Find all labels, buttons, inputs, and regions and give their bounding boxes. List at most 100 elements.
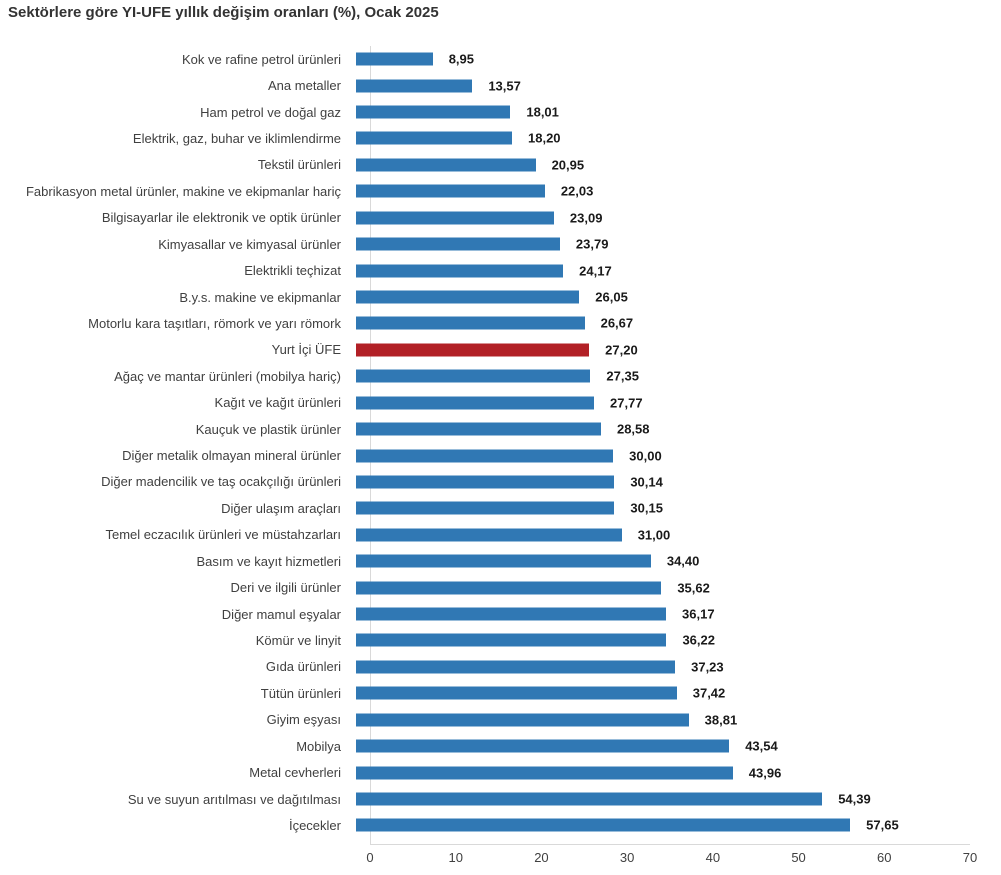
x-tick-label: 60 — [877, 850, 892, 865]
bar-track: 34,40 — [356, 548, 956, 574]
chart-rows: Kok ve rafine petrol ürünleri 8,95 Ana m… — [0, 46, 1001, 839]
bar-track: 30,00 — [356, 442, 956, 468]
value-label: 36,22 — [682, 632, 715, 648]
chart-row: Basım ve kayıt hizmetleri 34,40 — [0, 548, 1001, 574]
category-label: Mobilya — [296, 738, 341, 754]
value-label: 36,17 — [682, 606, 715, 622]
chart-row: Tekstil ürünleri 20,95 — [0, 152, 1001, 178]
chart-row: Diğer madencilik ve taş ocakçılığı ürünl… — [0, 469, 1001, 495]
bar — [356, 264, 564, 278]
value-label: 57,65 — [866, 817, 899, 833]
chart-row: B.y.s. makine ve ekipmanlar 26,05 — [0, 284, 1001, 310]
bar — [356, 316, 585, 330]
bar-track: 22,03 — [356, 178, 956, 204]
value-label: 18,20 — [528, 130, 561, 146]
chart-row: Ağaç ve mantar ürünleri (mobilya hariç) … — [0, 363, 1001, 389]
chart-row: Yurt İçi ÜFE 27,20 — [0, 337, 1001, 363]
chart-title: Sektörlere göre YI-UFE yıllık değişim or… — [8, 4, 439, 21]
x-axis: 0 10 20 30 40 50 60 70 — [366, 850, 977, 868]
bar — [356, 475, 615, 489]
bar — [356, 686, 677, 700]
value-label: 22,03 — [560, 183, 594, 199]
bar — [356, 739, 730, 753]
category-label: Tekstil ürünleri — [257, 157, 341, 173]
bar — [356, 449, 614, 463]
category-label: Elektrikli teçhizat — [244, 263, 341, 279]
category-label: Fabrikasyon metal ürünler, makine ve eki… — [25, 183, 341, 199]
value-label: 23,79 — [575, 236, 609, 252]
chart-row: Kimyasallar ve kimyasal ürünler 23,79 — [0, 231, 1001, 257]
x-tick-label: 10 — [448, 850, 463, 865]
chart-row: Diğer ulaşım araçları 30,15 — [0, 495, 1001, 521]
value-label: 34,40 — [666, 553, 700, 569]
category-label: Diğer madencilik ve taş ocakçılığı ürünl… — [101, 474, 341, 490]
value-label: 30,14 — [630, 474, 663, 490]
category-label: Temel eczacılık ürünleri ve müstahzarlar… — [105, 527, 341, 543]
category-label: Kok ve rafine petrol ürünleri — [182, 51, 341, 67]
bar-track: 28,58 — [356, 416, 956, 442]
value-label: 31,00 — [637, 527, 671, 543]
bar — [356, 396, 595, 410]
value-label: 8,95 — [448, 51, 475, 67]
chart-row: Kağıt ve kağıt ürünleri 27,77 — [0, 389, 1001, 415]
chart-row: Tütün ürünleri 37,42 — [0, 680, 1001, 706]
category-label: Diğer metalik olmayan mineral ürünler — [122, 448, 341, 464]
value-label: 27,35 — [606, 368, 639, 384]
chart-row: Motorlu kara taşıtları, römork ve yarı r… — [0, 310, 1001, 336]
bar-track: 18,20 — [356, 125, 956, 151]
bar — [356, 633, 667, 647]
chart-row: Metal cevherleri 43,96 — [0, 759, 1001, 785]
bar-track: 54,39 — [356, 786, 956, 812]
chart-row: Kok ve rafine petrol ürünleri 8,95 — [0, 46, 1001, 72]
category-label: Kağıt ve kağıt ürünleri — [214, 395, 341, 411]
bar-track: 8,95 — [356, 46, 956, 72]
bar-track: 23,79 — [356, 231, 956, 257]
bar — [356, 184, 545, 198]
value-label: 27,77 — [610, 395, 643, 411]
category-label: Basım ve kayıt hizmetleri — [196, 553, 342, 569]
bar-track: 23,09 — [356, 205, 956, 231]
bar — [356, 131, 512, 145]
category-label: Tütün ürünleri — [260, 685, 341, 701]
value-label: 27,20 — [605, 342, 638, 358]
chart-row: Fabrikasyon metal ürünler, makine ve eki… — [0, 178, 1001, 204]
chart-row: Temel eczacılık ürünleri ve müstahzarlar… — [0, 522, 1001, 548]
bar-track: 35,62 — [356, 574, 956, 600]
category-label: Su ve suyun arıtılması ve dağıtılması — [127, 791, 341, 807]
category-label: Giyim eşyası — [266, 712, 341, 728]
chart-row: Kömür ve linyit 36,22 — [0, 627, 1001, 653]
category-label: Deri ve ilgili ürünler — [230, 580, 341, 596]
chart-row: Su ve suyun arıtılması ve dağıtılması 54… — [0, 786, 1001, 812]
bar-track: 30,15 — [356, 495, 956, 521]
x-tick-label: 50 — [791, 850, 806, 865]
bar — [356, 528, 622, 542]
bar-track: 13,57 — [356, 72, 956, 98]
category-label: Diğer mamul eşyalar — [221, 606, 341, 622]
category-label: Metal cevherleri — [249, 765, 341, 781]
category-label: Yurt İçi ÜFE — [271, 342, 341, 358]
value-label: 54,39 — [838, 791, 871, 807]
category-label: Kauçuk ve plastik ürünler — [195, 421, 341, 437]
category-label: Ham petrol ve doğal gaz — [200, 104, 341, 120]
category-label: Bilgisayarlar ile elektronik ve optik ür… — [101, 210, 341, 226]
bar-track: 31,00 — [356, 522, 956, 548]
bar-track: 37,23 — [356, 654, 956, 680]
x-tick-label: 40 — [705, 850, 721, 865]
category-label: Diğer ulaşım araçları — [221, 500, 341, 516]
category-label: Kömür ve linyit — [255, 632, 341, 648]
chart-row: Diğer metalik olmayan mineral ürünler 30… — [0, 442, 1001, 468]
value-label: 24,17 — [579, 263, 612, 279]
bar — [356, 607, 667, 621]
bar — [356, 713, 689, 727]
value-label: 26,67 — [600, 315, 634, 331]
bar — [356, 501, 615, 515]
value-label: 35,62 — [677, 580, 710, 596]
bar-track: 26,05 — [356, 284, 956, 310]
chart-row: Bilgisayarlar ile elektronik ve optik ür… — [0, 205, 1001, 231]
bar — [356, 818, 851, 832]
bar-track: 30,14 — [356, 469, 956, 495]
chart-row: Kauçuk ve plastik ürünler 28,58 — [0, 416, 1001, 442]
bar-track: 18,01 — [356, 99, 956, 125]
bar-track: 26,67 — [356, 310, 956, 336]
